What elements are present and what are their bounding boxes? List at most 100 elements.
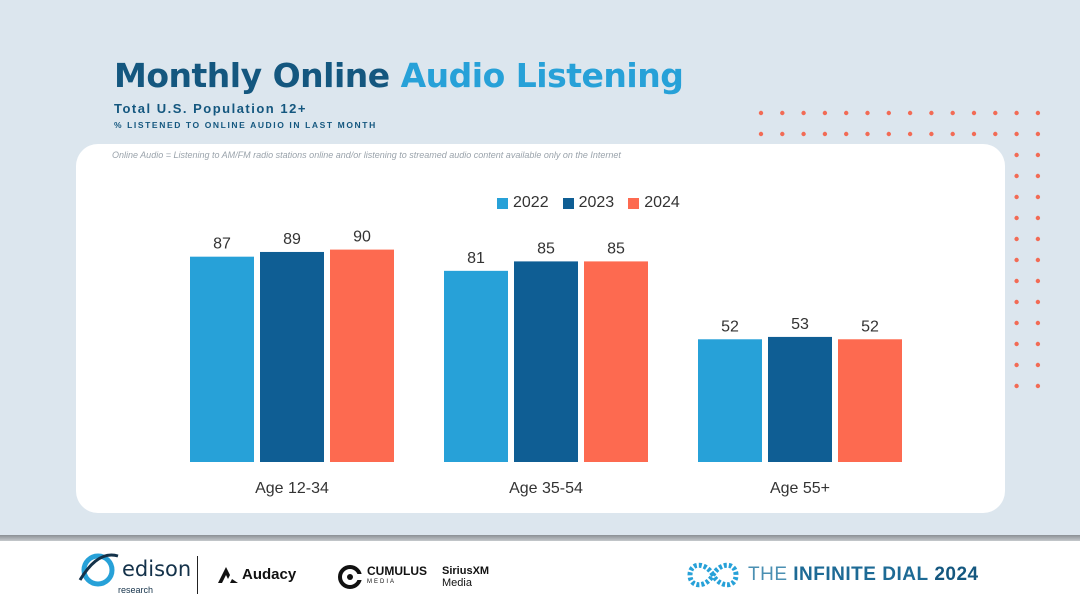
- decor-dot: [886, 110, 891, 116]
- bar-2024-age-35-54: [584, 261, 648, 462]
- decor-dot: [1014, 320, 1019, 326]
- edison-sub: research: [118, 585, 154, 595]
- legend-swatch-2022: [497, 197, 508, 209]
- decor-dot: [865, 131, 870, 137]
- decor-dot: [929, 110, 934, 116]
- audacy-wordmark: Audacy: [242, 566, 297, 583]
- decor-dot: [780, 110, 785, 116]
- decor-dot: [865, 110, 870, 116]
- infinite-year: 2024: [934, 564, 979, 585]
- legend-label-2022: 2022: [513, 194, 549, 211]
- data-label-2022-0: 87: [213, 236, 231, 253]
- decor-dot: [1014, 110, 1019, 116]
- audacy-logo: Audacy: [218, 566, 296, 583]
- decor-dot: [1035, 341, 1041, 347]
- data-label-2023-0: 89: [283, 231, 301, 248]
- bar-2023-age-55-: [768, 336, 832, 462]
- title-part-1: Monthly Online: [114, 56, 390, 95]
- infinite-main: INFINITE DIAL: [793, 564, 929, 585]
- decor-dot: [1014, 383, 1019, 389]
- legend-swatch-2024: [628, 197, 640, 209]
- data-label-2023-1: 85: [537, 240, 555, 257]
- decor-dot: [971, 131, 977, 137]
- infinity-icon: [687, 562, 739, 588]
- decor-dot: [801, 110, 806, 116]
- legend-swatch-2023: [562, 197, 574, 209]
- cumulus-wordmark: CUMULUS MEDIA: [367, 564, 427, 588]
- data-label-2023-2: 53: [791, 316, 809, 333]
- decor-dot: [929, 131, 934, 137]
- decor-dot: [907, 110, 913, 116]
- edison-wordmark: edison: [122, 557, 192, 581]
- edison-globe-icon: [78, 553, 119, 587]
- decor-dot: [1035, 173, 1041, 179]
- footer: [0, 541, 1080, 608]
- decor-dot: [1014, 257, 1019, 263]
- bar-2023-age-12-34: [260, 251, 324, 462]
- subtitle-metric: % LISTENED TO ONLINE AUDIO IN LAST MONTH: [114, 120, 377, 130]
- decorative-dot-grid: [758, 110, 1041, 389]
- decor-dot: [1014, 278, 1019, 284]
- decor-dot: [907, 131, 913, 137]
- decor-dot: [993, 110, 998, 116]
- decor-dot: [1014, 131, 1019, 137]
- edison-logo: edison: [78, 550, 191, 588]
- data-label-2024-0: 90: [353, 229, 371, 246]
- decor-dot: [1014, 152, 1019, 158]
- bar-2022-age-55-: [698, 339, 762, 462]
- cumulus-name: CUMULUS: [367, 564, 427, 578]
- decor-dot: [950, 131, 955, 137]
- decor-dot: [1035, 131, 1041, 137]
- decor-dot: [844, 131, 849, 137]
- decor-dot: [1035, 215, 1041, 221]
- category-label-0: Age 12-34: [255, 480, 329, 497]
- infinite-dial-wordmark: THE INFINITE DIAL 2024: [748, 564, 979, 586]
- decor-dot: [1035, 110, 1041, 116]
- category-label-2: Age 55+: [770, 480, 830, 497]
- decor-dot: [1035, 383, 1041, 389]
- decor-dot: [844, 110, 849, 116]
- legend-item-2024: 2024: [628, 194, 680, 212]
- siriusxm-logo: SiriusXM Media: [442, 565, 489, 589]
- title-part-2: Audio Listening: [400, 56, 684, 95]
- decor-dot: [1014, 362, 1019, 368]
- infinite-prefix: THE: [748, 564, 788, 585]
- decor-dot: [822, 131, 828, 137]
- decor-dot: [758, 131, 764, 137]
- data-label-2022-2: 52: [721, 318, 739, 335]
- decor-dot: [1035, 152, 1041, 158]
- decor-dot: [1035, 320, 1041, 326]
- bar-2022-age-12-34: [190, 256, 254, 462]
- bar-2023-age-35-54: [514, 261, 578, 462]
- chart-legend: 2022 2023 2024: [497, 194, 680, 212]
- cumulus-logo: CUMULUS MEDIA: [338, 565, 427, 589]
- decor-dot: [1014, 215, 1019, 221]
- data-label-2022-1: 81: [467, 250, 485, 267]
- decor-dot: [1035, 194, 1041, 200]
- decor-dot: [1014, 341, 1019, 347]
- data-label-2024-2: 52: [861, 318, 879, 335]
- footer-divider: [0, 535, 1080, 541]
- page-title: Monthly Online Audio Listening: [114, 56, 684, 95]
- decor-dot: [1014, 299, 1019, 305]
- decor-dot: [1035, 299, 1041, 305]
- bar-2024-age-55-: [838, 339, 902, 462]
- decor-dot: [971, 110, 977, 116]
- decor-dot: [1014, 194, 1019, 200]
- audacy-icon: [218, 566, 238, 583]
- legend-label-2024: 2024: [644, 194, 680, 211]
- subtitle: Total U.S. Population 12+: [114, 101, 307, 116]
- infinite-dial-logo: THE INFINITE DIAL 2024: [686, 560, 979, 590]
- data-label-2024-1: 85: [607, 240, 625, 257]
- decor-dot: [801, 131, 806, 137]
- siriusxm-name: SiriusXM: [442, 565, 490, 577]
- legend-item-2022: 2022: [497, 194, 549, 212]
- logo-separator: [197, 556, 198, 594]
- category-label-1: Age 35-54: [509, 480, 583, 497]
- legend-label-2023: 2023: [578, 194, 615, 211]
- decor-dot: [1035, 236, 1041, 242]
- decor-dot: [993, 131, 998, 137]
- legend-item-2023: 2023: [562, 194, 615, 212]
- siriusxm-sub: Media: [442, 577, 472, 589]
